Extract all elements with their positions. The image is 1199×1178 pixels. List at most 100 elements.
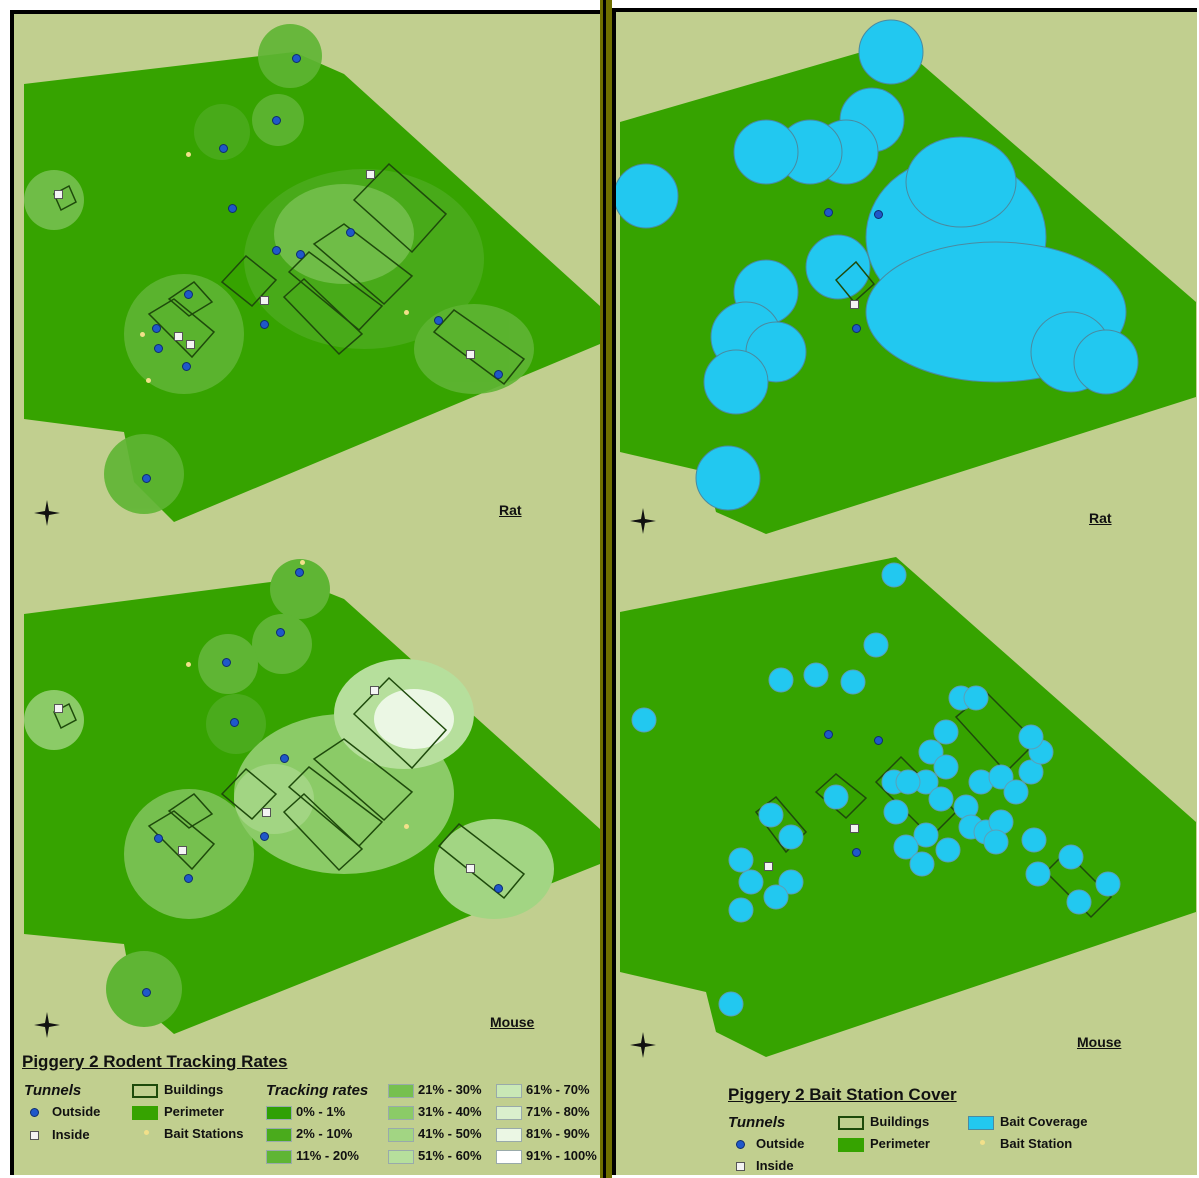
tunnel-outside-marker bbox=[346, 228, 355, 237]
tracking-class-label: 11% - 20% bbox=[296, 1148, 359, 1163]
rat-map-label: Rat bbox=[499, 502, 522, 518]
bait-station-marker bbox=[404, 824, 409, 829]
tunnel-outside-marker bbox=[260, 832, 269, 841]
tunnel-outside-marker bbox=[434, 316, 443, 325]
rat-tracking-shading bbox=[24, 24, 534, 514]
tracking-class-swatch bbox=[496, 1128, 522, 1142]
tunnel-outside-marker bbox=[230, 718, 239, 727]
inside-label: Inside bbox=[52, 1127, 90, 1142]
tunnel-outside-marker bbox=[152, 324, 161, 333]
tunnel-outside-marker bbox=[184, 290, 193, 299]
tunnel-inside-marker bbox=[54, 190, 63, 199]
bait-coverage-swatch bbox=[968, 1116, 994, 1130]
bait-station-label: Bait Station bbox=[1000, 1136, 1073, 1151]
tunnel-outside-marker bbox=[494, 884, 503, 893]
legend-title: Piggery 2 Bait Station Cover bbox=[728, 1085, 957, 1104]
tunnel-inside-marker bbox=[370, 686, 379, 695]
tunnel-outside-marker bbox=[142, 474, 151, 483]
tracking-rates-panel: Rat Mouse bbox=[10, 10, 600, 1175]
bait-coverage-label: Bait Coverage bbox=[1000, 1114, 1088, 1129]
bait-station-marker bbox=[300, 560, 305, 565]
compass-rose-icon bbox=[34, 1012, 60, 1038]
tracking-class-swatch bbox=[496, 1150, 522, 1164]
buildings-swatch bbox=[838, 1116, 864, 1130]
tunnel-outside-marker bbox=[874, 210, 883, 219]
tracking-class-label: 81% - 90% bbox=[526, 1126, 590, 1141]
rat-buildings bbox=[834, 260, 876, 304]
tunnel-inside-marker bbox=[366, 170, 375, 179]
bait-station-marker bbox=[404, 310, 409, 315]
inside-swatch bbox=[736, 1162, 745, 1171]
legend-title: Piggery 2 Rodent Tracking Rates bbox=[22, 1052, 288, 1071]
tunnel-outside-marker bbox=[228, 204, 237, 213]
tunnels-heading: Tunnels bbox=[728, 1114, 786, 1131]
tracking-class-label: 41% - 50% bbox=[418, 1126, 482, 1141]
tracking-class-label: 21% - 30% bbox=[418, 1082, 482, 1097]
compass-rose-icon bbox=[630, 508, 656, 534]
outside-swatch bbox=[736, 1140, 745, 1149]
rat-map-label: Rat bbox=[1089, 510, 1112, 526]
tunnel-inside-marker bbox=[54, 704, 63, 713]
tunnel-outside-marker bbox=[852, 848, 861, 857]
tunnel-inside-marker bbox=[174, 332, 183, 341]
tunnel-outside-marker bbox=[219, 144, 228, 153]
tunnel-outside-marker bbox=[874, 736, 883, 745]
perimeter-swatch bbox=[132, 1106, 158, 1120]
tracking-class-label: 71% - 80% bbox=[526, 1104, 590, 1119]
mouse-map-label: Mouse bbox=[1077, 1034, 1122, 1050]
tracking-class-swatch bbox=[266, 1128, 292, 1142]
inside-label: Inside bbox=[756, 1158, 794, 1173]
tracking-class-swatch bbox=[266, 1150, 292, 1164]
tunnel-outside-marker bbox=[852, 324, 861, 333]
tracking-class-swatch bbox=[388, 1150, 414, 1164]
tunnel-outside-marker bbox=[292, 54, 301, 63]
tunnel-outside-marker bbox=[272, 246, 281, 255]
tracking-class-label: 0% - 1% bbox=[296, 1104, 346, 1119]
tunnel-outside-marker bbox=[295, 568, 304, 577]
tunnel-outside-marker bbox=[824, 208, 833, 217]
perimeter-label: Perimeter bbox=[870, 1136, 930, 1151]
tracking-class-swatch bbox=[496, 1084, 522, 1098]
mouse-map-label: Mouse bbox=[490, 1014, 535, 1030]
tunnel-outside-marker bbox=[494, 370, 503, 379]
mouse-bait-coverage bbox=[631, 562, 1121, 1017]
outside-label: Outside bbox=[52, 1104, 101, 1119]
bait-cover-maps bbox=[616, 19, 1197, 1175]
tunnel-inside-marker bbox=[850, 824, 859, 833]
tunnel-inside-marker bbox=[260, 296, 269, 305]
tracking-class-label: 2% - 10% bbox=[296, 1126, 353, 1141]
bait-station-marker bbox=[140, 332, 145, 337]
tracking-class-swatch bbox=[496, 1106, 522, 1120]
bait-station-marker bbox=[186, 662, 191, 667]
tracking-class-label: 31% - 40% bbox=[418, 1104, 482, 1119]
tracking-class-swatch bbox=[266, 1106, 292, 1120]
tunnel-outside-marker bbox=[182, 362, 191, 371]
compass-rose-icon bbox=[630, 1032, 656, 1058]
bait-station-marker bbox=[146, 378, 151, 383]
tunnel-outside-marker bbox=[272, 116, 281, 125]
rat-buildings bbox=[53, 162, 526, 386]
panel-divider bbox=[600, 0, 612, 1178]
bait-station-swatch bbox=[980, 1140, 985, 1145]
buildings-swatch bbox=[132, 1084, 158, 1098]
outside-swatch bbox=[30, 1108, 39, 1117]
perimeter-label: Perimeter bbox=[164, 1104, 224, 1119]
tunnel-outside-marker bbox=[296, 250, 305, 259]
buildings-label: Buildings bbox=[164, 1082, 224, 1097]
tunnel-outside-marker bbox=[280, 754, 289, 763]
tunnel-inside-marker bbox=[466, 864, 475, 873]
tracking-class-swatch bbox=[388, 1106, 414, 1120]
bait-station-marker bbox=[186, 152, 191, 157]
tracking-class-swatch bbox=[388, 1128, 414, 1142]
buildings-label: Buildings bbox=[870, 1114, 930, 1129]
tunnel-inside-marker bbox=[466, 350, 475, 359]
tracking-class-label: 91% - 100% bbox=[526, 1148, 597, 1163]
tracking-rates-maps bbox=[14, 24, 600, 1175]
mouse-perimeter bbox=[620, 557, 1196, 1057]
inside-swatch bbox=[30, 1131, 39, 1140]
tunnel-outside-marker bbox=[154, 344, 163, 353]
compass-rose-icon bbox=[34, 500, 60, 526]
tunnel-inside-marker bbox=[186, 340, 195, 349]
outside-label: Outside bbox=[756, 1136, 805, 1151]
